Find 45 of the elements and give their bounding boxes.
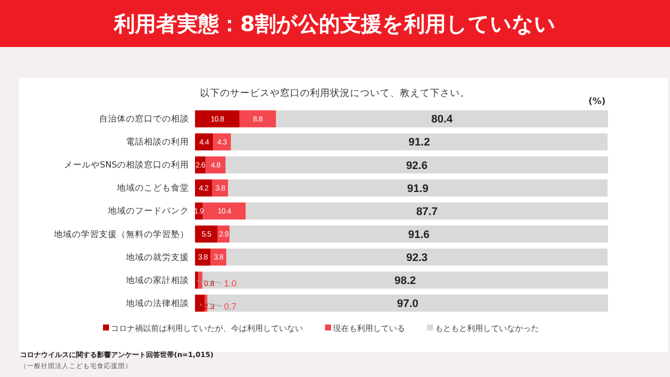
data-label: 0.7 [224,301,237,312]
y-tick-label: 地域のこども食堂 [116,182,189,194]
y-tick-label: 地域の家計相談 [125,274,189,286]
bar [226,156,608,174]
bar [195,179,212,196]
bar [195,272,198,289]
chart-subtitle: 以下のサービスや窓口の利用状況について、教えて下さい。 [200,87,470,99]
bar [195,133,214,150]
data-label: 91.9 [407,182,429,195]
data-label: 92.3 [406,252,428,264]
bar [202,202,246,220]
bar [202,272,608,289]
legend-label: コロナ禍以前は利用していたが、今は利用していない [111,324,303,333]
bar [226,248,608,266]
y-tick-label: 地域の法律相談 [125,298,189,309]
bar [198,272,202,289]
bar [230,226,608,243]
data-label: 80.4 [431,114,454,126]
y-tick-label: メールやSNSの相談窓口の利用 [64,160,189,171]
y-tick-label: 地域の学習支援（無料の学習塾） [53,228,189,240]
bar [230,133,608,150]
data-label: 91.6 [408,228,430,241]
data-label: 91.2 [408,136,430,149]
legend-label: 現在も利用している [333,324,405,333]
data-label: 97.0 [396,298,418,310]
y-tick-label: 自治体の窓口での相談 [99,114,189,125]
bar [276,110,608,128]
legend-label: もともと利用していなかった [435,324,539,333]
text: (%) [588,97,606,107]
data-label: 87.7 [416,206,438,218]
y-tick-label: 地域のフードバンク [107,206,189,217]
bar [195,110,240,128]
data-label: 92.6 [406,160,428,172]
y-tick-label: 地域の就労支援 [125,252,189,263]
bar [228,179,608,196]
data-label: 1.0 [224,278,237,288]
bar [240,110,276,128]
bar [195,294,204,312]
bar [246,202,608,220]
bar [206,156,226,174]
bar [195,226,218,243]
bar [213,133,231,150]
y-tick-label: 電話相談の利用 [126,136,189,148]
chart-title: 利用者実態：8割が公的支援を利用していない [113,12,556,36]
data-label: 98.2 [394,274,416,287]
